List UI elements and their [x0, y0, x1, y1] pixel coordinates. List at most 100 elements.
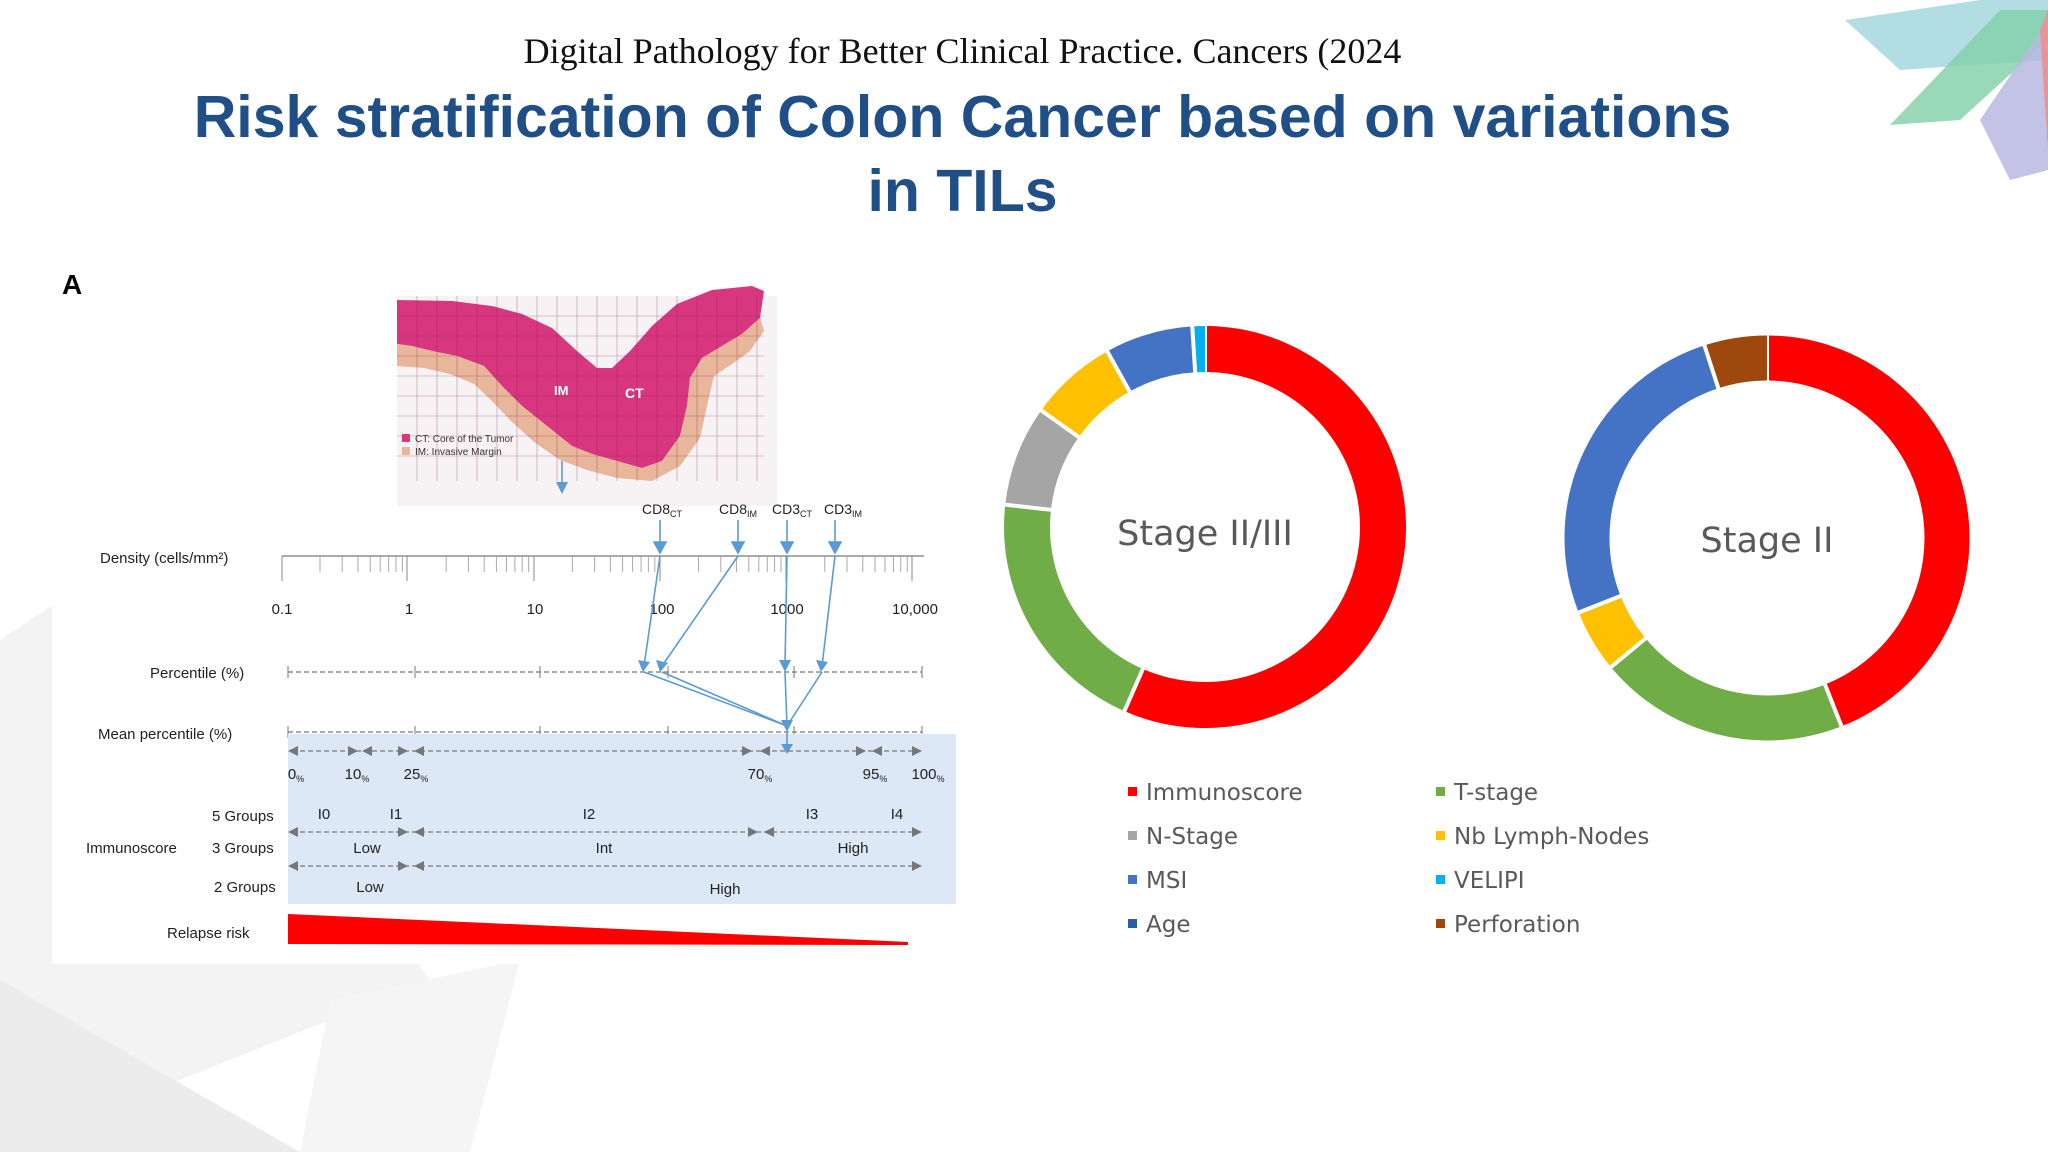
legend-swatch [1436, 831, 1445, 840]
tissue-legend-ct: CT: Core of the Tumor [415, 434, 514, 445]
legend-swatch-im [402, 447, 410, 455]
legend-label: T-stage [1454, 780, 1539, 806]
group-5-segment: I1 [390, 806, 403, 823]
immunoscore-label: Immunoscore [86, 840, 177, 857]
donut-stage-ii-iii [1004, 325, 1406, 728]
legend-item: T-stage [1436, 780, 1538, 806]
immunoscore-box [288, 734, 956, 904]
donut-slice-msi [1107, 326, 1196, 392]
slide-title: Risk stratification of Colon Cancer base… [120, 80, 1805, 228]
percentile-divider-arrowheads [288, 746, 922, 756]
slide-title-line-2: in TILs [867, 158, 1058, 224]
percentile-mark: 70% [748, 766, 773, 784]
legend-label: Nb Lymph-Nodes [1454, 824, 1650, 850]
percentile-mark: 0% [288, 766, 304, 784]
group-5-segment: I0 [318, 806, 331, 823]
donut-slice-separator [1122, 667, 1146, 713]
percentile-label: Percentile (%) [150, 665, 244, 682]
marker-label-cd3ct: CD3CT [772, 501, 813, 519]
tissue-label-im: IM [554, 383, 568, 398]
donut-slice-separator [1577, 593, 1623, 615]
tissue-legend-im: IM: Invasive Margin [415, 447, 502, 458]
legend-label: Immunoscore [1146, 780, 1303, 806]
legend-item: MSI [1128, 868, 1187, 894]
group-5-segment: I4 [891, 806, 904, 823]
donut-slice-t-stage [1004, 504, 1144, 712]
donut-slice-t-stage [1610, 638, 1842, 741]
donut-slice-n-stage [1005, 410, 1080, 511]
donut-slice-immunoscore [1766, 335, 1970, 727]
donut-slice-separator [1039, 408, 1081, 440]
group-label-2: 2 Groups [214, 879, 276, 896]
logo-shape-red [2040, 10, 2048, 150]
bg-shape-left-bottom [0, 980, 300, 1152]
group-3-arrowheads [288, 827, 922, 837]
group-5-segment: I2 [583, 806, 596, 823]
legend-swatch [1436, 875, 1445, 884]
bg-shape-bottom [300, 960, 520, 1152]
converging-arrows [643, 555, 836, 746]
donut-stage-ii [1564, 334, 1970, 741]
donut-slice-perforation [1704, 335, 1768, 389]
density-label: Density (cells/mm²) [100, 550, 228, 567]
group-3-segment: High [838, 840, 869, 857]
group-label-5: 5 Groups [212, 808, 274, 825]
relapse-risk-label: Relapse risk [167, 925, 250, 942]
density-tick-label: 1000 [770, 601, 803, 618]
percentile-ticks [287, 666, 923, 678]
tissue-grid [397, 296, 764, 481]
legend-item: VELIPI [1436, 868, 1525, 894]
mean-percentile-label: Mean percentile (%) [98, 726, 232, 743]
legend-swatch [1128, 831, 1137, 840]
density-tick-label: 0.1 [272, 601, 293, 618]
legend-swatch-ct [402, 434, 410, 442]
group-label-3: 3 Groups [212, 840, 274, 857]
donut-slice-separator [1004, 502, 1053, 512]
relapse-risk-wedge [288, 914, 908, 945]
tumor-core-region [397, 286, 764, 468]
percentile-mark: 25% [404, 766, 429, 784]
percentile-mark: 100% [911, 766, 944, 784]
legend-label: N-Stage [1146, 824, 1238, 850]
donut-center-label: Stage II/III [1117, 514, 1293, 554]
legend-swatch [1128, 875, 1137, 884]
density-tick-label: 100 [649, 601, 674, 618]
legend-swatch [1436, 787, 1445, 796]
group-3-segments: Low Int High [353, 840, 868, 857]
legend-label: Perforation [1454, 912, 1581, 938]
marker-label-cd3im: CD3IM [824, 501, 862, 519]
slide-title-line-1: Risk stratification of Colon Cancer base… [193, 84, 1732, 150]
logo-shape-purple [1980, 20, 2048, 180]
image-arrow-head [556, 482, 568, 494]
donut-slice-nb-lymph-nodes [1578, 595, 1646, 668]
donut-slice-separator [1105, 349, 1132, 394]
donut-legend: Immunoscore T-stage N-Stage Nb Lymph-Nod… [1128, 780, 1688, 960]
legend-swatch [1128, 919, 1137, 928]
legend-swatch [1436, 919, 1445, 928]
figure-a: A IM CT CT: Core of the Tumor IM: Invasi… [62, 269, 956, 945]
donut-slice-msi [1564, 345, 1719, 613]
legend-label: VELIPI [1454, 868, 1525, 894]
group-3-segment: Low [353, 840, 381, 857]
percentile-mark: 95% [863, 766, 888, 784]
donut-slice-immunoscore [1124, 326, 1406, 728]
group-3-segment: Int [596, 840, 614, 857]
density-tick-labels: 0.1 1 10 100 1000 10,000 [272, 601, 938, 618]
legend-item: Perforation [1436, 912, 1580, 938]
logo-shape-green [1890, 10, 2048, 125]
group-2-segment: High [710, 881, 741, 898]
donut-slice-separator [1608, 636, 1648, 670]
group-5-segments: I0 I1 I2 I3 I4 [318, 806, 904, 823]
density-tick-label: 10,000 [892, 601, 938, 618]
marker-arrows [652, 520, 843, 555]
group-2-segments: Low High [356, 879, 740, 898]
converging-arrowheads [638, 660, 828, 754]
density-tick-label: 10 [527, 601, 544, 618]
donut-slice-nb-lymph-nodes [1041, 351, 1131, 438]
marker-label-cd8im: CD8IM [719, 501, 757, 519]
density-tick-label: 1 [405, 601, 413, 618]
legend-item: Immunoscore [1128, 780, 1303, 806]
legend-swatch [1128, 787, 1137, 796]
tissue-label-ct: CT [625, 385, 644, 401]
